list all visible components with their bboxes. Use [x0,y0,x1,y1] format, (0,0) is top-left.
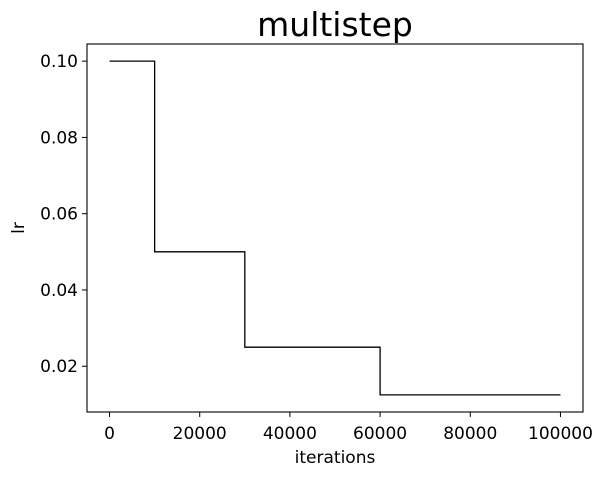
y-axis-ticks: 0.02 0.04 0.06 0.08 0.10 [40,52,87,377]
series-layer [109,60,561,396]
plot-frame [86,43,584,413]
x-tick-label: 100000 [528,424,593,444]
plot-area [86,43,584,413]
x-tick-label: 80000 [443,424,497,444]
y-tick-label: 0.08 [40,128,78,148]
series-line-0 [109,60,561,396]
y-tick-label: 0.10 [40,52,78,72]
y-axis-label: lr [9,222,29,234]
x-tick-label: 40000 [263,424,317,444]
x-tick-label: 0 [104,424,115,444]
x-tick-label: 20000 [173,424,227,444]
y-tick-label: 0.04 [40,281,78,301]
x-axis-ticks: 0 20000 40000 60000 80000 100000 [104,412,593,444]
y-tick-label: 0.02 [40,357,78,377]
x-tick-label: 60000 [353,424,407,444]
chart-title: multistep [257,5,413,44]
x-axis-label: iterations [295,448,376,468]
y-tick-label: 0.06 [40,205,78,225]
